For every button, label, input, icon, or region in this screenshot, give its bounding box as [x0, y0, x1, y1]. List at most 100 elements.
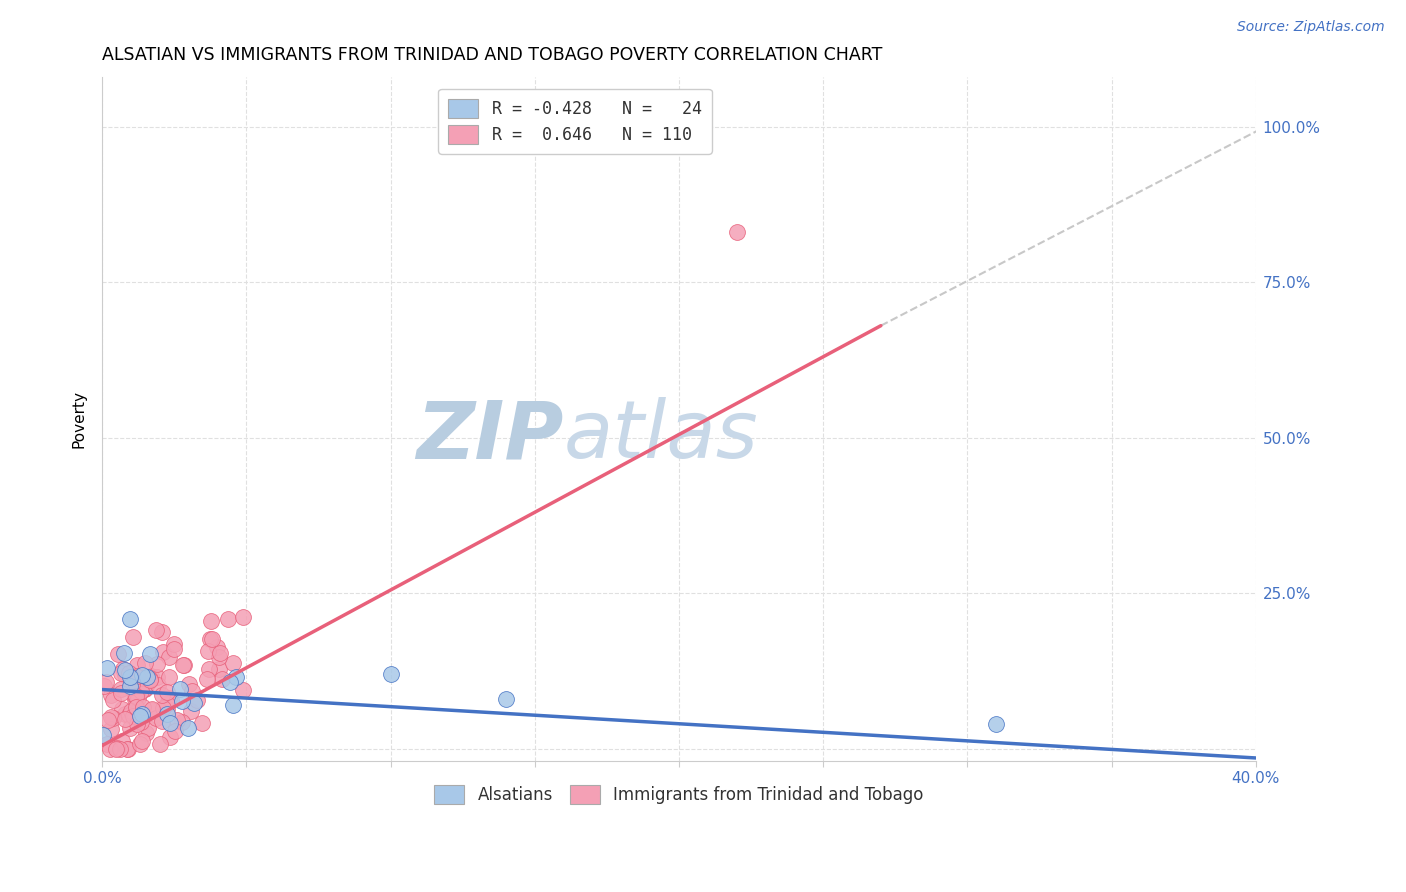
Point — [380, 667, 402, 681]
Point — [183, 696, 205, 710]
Point — [166, 713, 188, 727]
Point — [141, 703, 163, 717]
Point — [139, 673, 162, 687]
Point — [141, 702, 163, 716]
Point — [217, 612, 239, 626]
Point — [105, 741, 128, 756]
Point — [986, 716, 1008, 731]
Point — [149, 737, 172, 751]
Point — [121, 673, 143, 687]
Point — [156, 697, 179, 711]
Point — [197, 662, 219, 676]
Point — [200, 614, 222, 628]
Point — [118, 670, 141, 684]
Point — [195, 672, 218, 686]
Point — [124, 689, 146, 703]
Point — [118, 679, 141, 693]
Point — [110, 665, 132, 680]
Point — [100, 710, 122, 724]
Legend: Alsatians, Immigrants from Trinidad and Tobago: Alsatians, Immigrants from Trinidad and … — [425, 775, 934, 814]
Point — [97, 713, 120, 727]
Point — [157, 691, 180, 706]
Text: ALSATIAN VS IMMIGRANTS FROM TRINIDAD AND TOBAGO POVERTY CORRELATION CHART: ALSATIAN VS IMMIGRANTS FROM TRINIDAD AND… — [103, 46, 883, 64]
Point — [156, 706, 179, 721]
Point — [145, 624, 167, 638]
Point — [128, 737, 150, 751]
Point — [91, 728, 114, 742]
Point — [128, 709, 150, 723]
Point — [110, 686, 132, 700]
Point — [131, 671, 153, 685]
Point — [157, 670, 180, 684]
Point — [101, 711, 124, 725]
Point — [112, 646, 135, 660]
Point — [105, 741, 128, 756]
Point — [127, 669, 149, 683]
Point — [131, 707, 153, 722]
Point — [150, 624, 173, 639]
Point — [139, 672, 162, 686]
Point — [205, 640, 228, 654]
Point — [121, 680, 143, 694]
Point — [132, 699, 155, 714]
Point — [96, 661, 118, 675]
Text: atlas: atlas — [564, 397, 758, 475]
Point — [200, 632, 222, 646]
Point — [225, 670, 247, 684]
Point — [152, 688, 174, 702]
Point — [180, 704, 202, 718]
Point — [100, 722, 122, 736]
Point — [100, 688, 122, 702]
Point — [120, 612, 142, 626]
Point — [127, 690, 149, 705]
Point — [219, 675, 242, 690]
Point — [125, 700, 148, 714]
Point — [122, 673, 145, 688]
Point — [134, 681, 156, 696]
Point — [146, 657, 169, 672]
Point — [208, 646, 231, 660]
Y-axis label: Poverty: Poverty — [72, 390, 86, 448]
Point — [725, 226, 748, 240]
Point — [120, 704, 142, 718]
Point — [163, 723, 186, 738]
Point — [197, 644, 219, 658]
Point — [94, 675, 117, 690]
Point — [135, 725, 157, 739]
Point — [152, 645, 174, 659]
Point — [170, 715, 193, 730]
Point — [110, 681, 132, 696]
Point — [222, 656, 245, 670]
Point — [134, 656, 156, 670]
Point — [159, 730, 181, 744]
Point — [96, 737, 118, 751]
Point — [132, 681, 155, 696]
Point — [120, 680, 142, 694]
Point — [211, 672, 233, 686]
Point — [107, 648, 129, 662]
Point — [145, 710, 167, 724]
Point — [125, 717, 148, 731]
Point — [98, 741, 121, 756]
Point — [118, 721, 141, 735]
Point — [172, 694, 194, 708]
Point — [125, 689, 148, 703]
Point — [190, 716, 212, 731]
Point — [173, 657, 195, 672]
Point — [118, 707, 141, 722]
Point — [146, 678, 169, 692]
Point — [136, 721, 159, 735]
Point — [127, 703, 149, 717]
Text: ZIP: ZIP — [416, 397, 564, 475]
Point — [121, 630, 143, 644]
Point — [160, 693, 183, 707]
Point — [172, 657, 194, 672]
Point — [135, 677, 157, 691]
Point — [495, 691, 517, 706]
Point — [114, 706, 136, 721]
Point — [93, 680, 115, 694]
Point — [136, 670, 159, 684]
Point — [159, 715, 181, 730]
Point — [232, 683, 254, 698]
Point — [111, 662, 134, 676]
